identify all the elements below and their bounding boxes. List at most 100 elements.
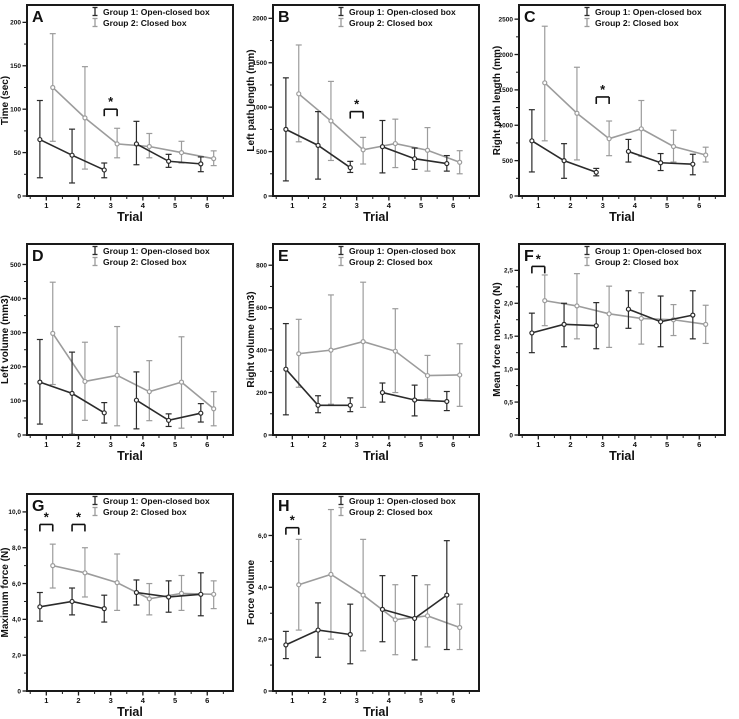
data-point-marker [50, 563, 56, 569]
y-tick-label: 2,0 [12, 652, 21, 659]
data-point-marker [114, 580, 120, 586]
x-axis: 1 2 3 4 5 6 [29, 196, 224, 210]
significance-marker: * [349, 97, 364, 119]
x-axis: 1 2 3 4 5 6 [29, 691, 224, 705]
x-tick-label: 3 [109, 201, 113, 210]
y-tick-label: 1000 [253, 104, 268, 111]
data-point-marker [593, 323, 599, 329]
chart-panel-a: 1 2 3 4 5 6 Trial 0 50 100 150 200 Time (sec) A Group … [0, 4, 234, 224]
x-tick-label: 6 [205, 201, 209, 210]
x-axis: 1 2 3 4 5 6 [275, 196, 470, 210]
x-axis-label: Trial [117, 210, 143, 224]
data-point-marker [146, 389, 152, 395]
x-tick-label: 2 [76, 440, 80, 449]
y-axis: 0 50 100 150 200 [10, 20, 27, 200]
y-tick-label: 10,0 [8, 509, 21, 516]
chart-panel-c: 1 2 3 4 5 6 Trial 0 500 1000 1500 2000 2500 Right pat… [492, 4, 726, 224]
errorbar-icon [338, 17, 344, 28]
y-tick-label: 8,0 [12, 545, 21, 552]
legend-label: Group 2: Closed box [349, 18, 433, 28]
data-point-marker [114, 141, 120, 147]
data-point-marker [133, 589, 140, 596]
x-tick-label: 6 [451, 201, 455, 210]
data-point-marker [133, 397, 140, 403]
x-axis: 1 2 3 4 5 6 [521, 435, 716, 449]
data-point-marker [625, 306, 632, 312]
series-line [298, 573, 460, 629]
legend-label: Group 1: Open-closed box [349, 7, 456, 17]
errorbar-icon [92, 506, 98, 517]
data-point-marker [379, 389, 386, 396]
x-tick-label: 4 [387, 696, 392, 705]
asterisk-label: * [290, 513, 296, 528]
data-point-marker [37, 136, 43, 143]
y-tick-label: 400 [10, 296, 21, 303]
x-tick-label: 6 [205, 696, 209, 705]
data-point-marker [178, 590, 185, 596]
data-point-marker [690, 312, 696, 318]
panel-letter: E [278, 248, 289, 265]
data-point-marker [198, 161, 204, 167]
x-tick-label: 6 [451, 440, 455, 449]
errorbar-icon [92, 245, 98, 256]
data-point-marker [114, 372, 120, 378]
errorbar-icon [584, 256, 590, 267]
data-point-marker [392, 617, 398, 623]
legend-label: Group 2: Closed box [595, 18, 679, 28]
data-point-marker [50, 84, 56, 91]
series-group2 [541, 273, 709, 349]
series-group1 [282, 540, 450, 665]
data-point-marker [315, 627, 321, 633]
y-axis-label: Maximum force (N) [0, 547, 11, 637]
x-tick-label: 4 [387, 201, 392, 210]
x-tick-label: 3 [109, 440, 113, 449]
y-tick-label: 0 [17, 432, 21, 439]
data-point-marker [69, 598, 75, 605]
data-point-marker [82, 378, 88, 385]
data-point-marker [82, 570, 88, 576]
data-point-marker [296, 582, 302, 588]
data-point-marker [328, 118, 334, 124]
y-tick-label: 0 [509, 193, 513, 200]
series-line [52, 332, 215, 410]
series-group1 [36, 338, 204, 435]
asterisk-label: * [354, 97, 360, 112]
y-tick-label: 0,5 [504, 399, 513, 406]
panel-c: 1 2 3 4 5 6 Trial 0 500 1000 1500 2000 2500 Right pat… [492, 0, 739, 239]
x-tick-label: 6 [451, 696, 455, 705]
panel-letter: B [278, 9, 290, 26]
data-point-marker [178, 379, 185, 385]
y-axis: 0 2,0 4,0 6,0 [258, 533, 273, 695]
data-point-marker [315, 402, 321, 408]
x-tick-label: 1 [290, 440, 294, 449]
data-point-marker [424, 613, 431, 619]
x-axis: 1 2 3 4 5 6 [521, 196, 716, 210]
panel-d: 1 2 3 4 5 6 Trial 0 100 200 300 400 500 Left volume (… [0, 239, 246, 479]
x-axis-label: Trial [363, 210, 389, 224]
errorbar-icon [338, 506, 344, 517]
legend-label: Group 2: Closed box [595, 257, 679, 267]
y-axis: 0 0,5 1,0 1,5 2,0 2,5 [504, 268, 519, 439]
data-point-marker [37, 379, 43, 385]
x-tick-label: 1 [290, 201, 294, 210]
errorbar-icon [92, 17, 98, 28]
empty-cell [492, 479, 739, 719]
y-tick-label: 2000 [499, 52, 514, 59]
data-point-marker [424, 147, 431, 153]
series-group2 [295, 44, 463, 175]
data-point-marker [69, 152, 75, 158]
data-point-marker [670, 143, 677, 150]
y-tick-label: 4,0 [258, 585, 267, 592]
y-axis: 0 100 200 300 400 500 [10, 262, 27, 439]
data-point-marker [457, 624, 463, 631]
legend-label: Group 2: Closed box [349, 507, 433, 517]
significance-marker: * [595, 82, 610, 104]
data-point-marker [542, 298, 548, 304]
plot-border [272, 243, 480, 436]
panel-h: 1 2 3 4 5 6 Trial 0 2,0 4,0 6,0 Force volume H Group … [246, 479, 492, 719]
y-axis-label: Mean force non-zero (N) [492, 282, 503, 396]
x-tick-label: 2 [76, 696, 80, 705]
data-point-marker [198, 410, 204, 416]
series-group2 [49, 543, 217, 616]
